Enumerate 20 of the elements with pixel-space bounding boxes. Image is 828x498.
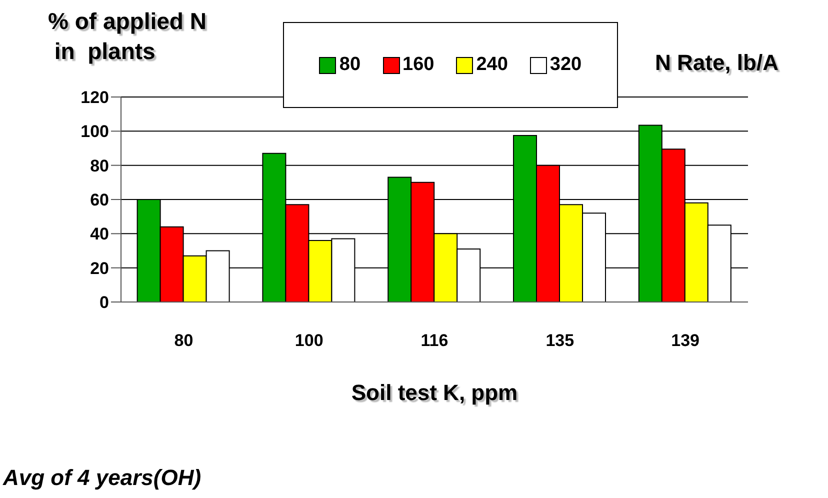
y-tick-label: 40: [90, 224, 109, 244]
x-axis-title: Soil test K, ppm: [351, 380, 518, 405]
x-tick-label: 116: [420, 331, 448, 350]
y-tick-label: 0: [100, 293, 109, 312]
y-tick-label: 20: [90, 258, 109, 278]
x-tick-label: 80: [174, 331, 194, 350]
y-tick-label: 60: [90, 190, 109, 210]
legend-label: 240: [476, 54, 508, 76]
y-axis-title: % of applied N in plants: [48, 7, 206, 66]
x-tick-label: 100: [294, 331, 324, 350]
x-tick-label: 139: [671, 331, 700, 350]
legend-label: 160: [402, 54, 434, 76]
y-tick-label: 100: [80, 122, 109, 142]
legend-label: 80: [339, 54, 361, 76]
legend-title: N Rate, lb/A: [655, 50, 778, 76]
legend-label: 320: [550, 54, 582, 76]
y-tick-label: 120: [80, 88, 109, 108]
x-tick-label: 135: [546, 331, 574, 350]
y-tick-label: 80: [90, 156, 109, 176]
text: Avg of 4 years(OH): [3, 465, 202, 491]
